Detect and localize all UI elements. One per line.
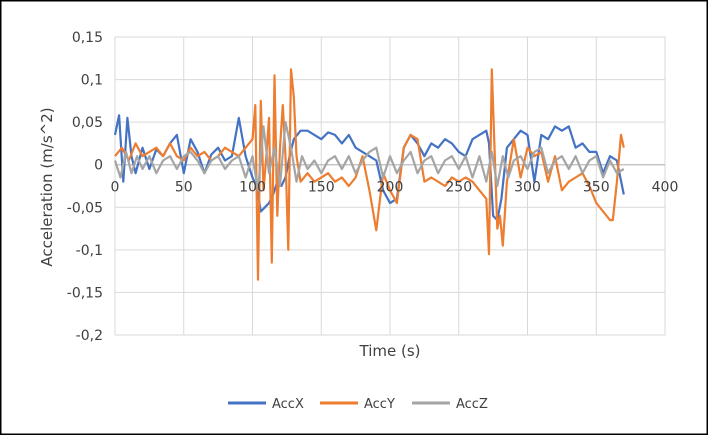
y-tick-label: -0,15 [67, 285, 103, 301]
x-tick-label: 0 [111, 180, 120, 196]
x-tick-label: 100 [239, 180, 266, 196]
x-tick-label: 200 [377, 180, 404, 196]
x-tick-labels: 0 50 100 150 200 250 300 350 400 [111, 180, 679, 196]
legend-label-accx: AccX [272, 397, 304, 412]
x-tick-label: 150 [308, 180, 335, 196]
x-tick-label: 250 [445, 180, 472, 196]
x-tick-label: 300 [514, 180, 541, 196]
y-tick-labels: 0,15 0,1 0,05 0 -0,05 -0,1 -0,15 -0,2 [67, 30, 103, 344]
y-tick-label: -0,1 [76, 243, 103, 259]
y-tick-label: 0,15 [72, 30, 103, 46]
x-tick-label: 50 [175, 180, 193, 196]
y-tick-label: 0 [94, 158, 103, 174]
y-axis-title: Acceleration (m/s^2) [38, 107, 56, 266]
y-tick-label: 0,1 [81, 73, 103, 89]
x-axis-title: Time (s) [359, 342, 421, 360]
legend: AccX AccY AccZ [228, 397, 488, 412]
y-tick-label: -0,2 [76, 328, 103, 344]
legend-label-accy: AccY [364, 397, 395, 412]
gridlines [114, 36, 666, 336]
y-tick-label: 0,05 [72, 115, 103, 131]
y-tick-label: -0,05 [67, 200, 103, 216]
series-line-accz [113, 120, 625, 192]
x-tick-label: 350 [583, 180, 610, 196]
legend-label-accz: AccZ [456, 397, 488, 412]
x-tick-label: 400 [652, 180, 679, 196]
series-layer [113, 68, 625, 281]
